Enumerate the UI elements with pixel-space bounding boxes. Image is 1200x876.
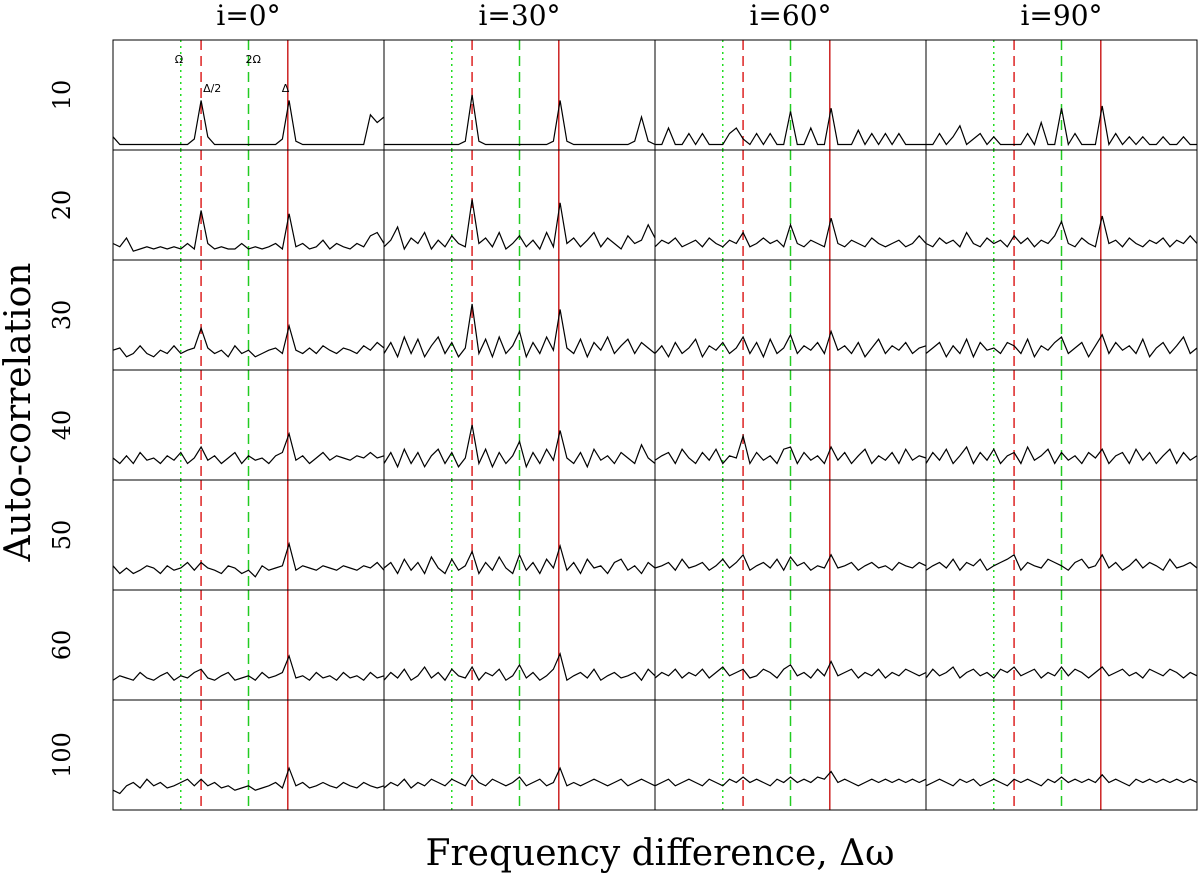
- curve: [384, 94, 656, 146]
- curve: [925, 773, 1198, 787]
- curve: [383, 303, 656, 359]
- curve: [925, 215, 1198, 248]
- marker-label: Ω: [175, 53, 183, 66]
- x-axis-label: Frequency difference, Δω: [425, 833, 894, 874]
- marker-label: Δ: [282, 82, 290, 95]
- curve: [383, 651, 656, 682]
- column-title: i=30°: [478, 0, 560, 32]
- curve: [654, 218, 927, 248]
- curve: [654, 660, 927, 679]
- curve: [655, 108, 926, 146]
- panel-frame: [925, 699, 1198, 811]
- row-label: 50: [48, 520, 76, 551]
- curve: [112, 100, 385, 146]
- marker-label: Δ/2: [203, 82, 221, 95]
- curve: [383, 543, 656, 575]
- curve: [112, 654, 385, 681]
- curve: [654, 433, 927, 466]
- column-title: i=60°: [749, 0, 831, 32]
- row-label: 60: [48, 630, 76, 661]
- curve: [112, 210, 385, 252]
- curve: [654, 329, 927, 359]
- curve: [112, 766, 385, 795]
- column-title: i=0°: [216, 0, 280, 32]
- curve: [112, 431, 385, 465]
- row-label: 20: [48, 190, 76, 221]
- curve: [112, 323, 385, 358]
- curve: [383, 424, 656, 469]
- curve: [925, 333, 1198, 359]
- marker-label: 2Ω: [246, 53, 261, 66]
- y-axis-label: Auto-correlation: [0, 263, 39, 563]
- row-label: 30: [48, 300, 76, 331]
- curve: [383, 766, 656, 789]
- curve: [925, 553, 1198, 572]
- row-label: 10: [48, 80, 76, 111]
- curve: [926, 105, 1197, 147]
- curve: [925, 666, 1198, 679]
- column-title: i=90°: [1020, 0, 1102, 32]
- row-label: 40: [48, 410, 76, 441]
- curve: [654, 553, 927, 572]
- curve: [654, 770, 927, 787]
- curve: [925, 445, 1198, 465]
- curve: [383, 199, 656, 251]
- curve: [112, 541, 385, 578]
- row-label: 100: [48, 732, 76, 778]
